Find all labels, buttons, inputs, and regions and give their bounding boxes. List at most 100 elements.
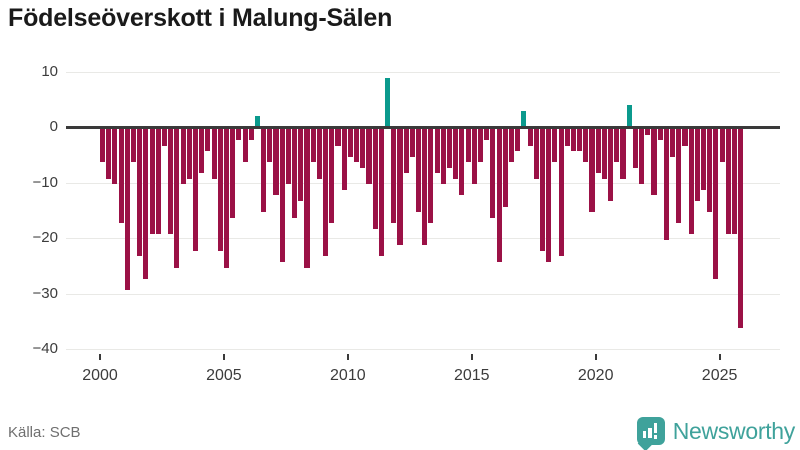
bar-2001-Q1 [124, 129, 130, 290]
bar-2007-Q1 [273, 129, 279, 196]
bar-2012-Q1 [397, 129, 403, 246]
bar-2012-Q3 [409, 129, 415, 157]
bar-2007-Q3 [285, 129, 291, 185]
bar-2010-Q2 [354, 129, 360, 163]
bar-2005-Q4 [242, 129, 248, 163]
plot-area [66, 72, 780, 350]
bar-2013-Q2 [428, 129, 434, 224]
bar-2023-Q1 [670, 129, 676, 157]
x-tick-2010 [346, 354, 349, 360]
bar-2019-Q1 [570, 129, 576, 152]
bar-2005-Q1 [223, 129, 229, 268]
bar-2021-Q3 [632, 129, 638, 168]
bar-2009-Q2 [329, 129, 335, 224]
bar-2001-Q4 [143, 129, 149, 279]
bar-2006-Q1 [248, 129, 254, 141]
y-tick-label: −10 [32, 173, 58, 191]
bar-2020-Q1 [595, 129, 601, 174]
bar-2002-Q1 [149, 129, 155, 235]
gridline-10 [66, 72, 780, 73]
bar-2004-Q1 [199, 129, 205, 174]
bar-2017-Q1 [521, 110, 527, 128]
bar-2008-Q3 [310, 129, 316, 163]
exclamation-stem [653, 423, 658, 433]
bar-2024-Q3 [707, 129, 713, 213]
bar-2016-Q3 [508, 129, 515, 163]
bar-2021-Q2 [626, 105, 632, 128]
bar-2011-Q1 [372, 129, 378, 229]
bar-2010-Q3 [360, 129, 366, 168]
bar-2021-Q4 [639, 129, 645, 185]
x-tick-label-2000: 2000 [82, 367, 118, 384]
bar-2016-Q1 [496, 129, 502, 262]
bar-2014-Q2 [453, 129, 459, 179]
bar-2003-Q1 [174, 129, 180, 268]
bar-2004-Q2 [205, 129, 211, 152]
x-tick-label-2015: 2015 [453, 367, 490, 384]
bar-2003-Q2 [180, 129, 186, 185]
bar-2010-Q1 [347, 129, 353, 157]
y-tick-label: −20 [32, 229, 58, 247]
y-tick-label: 0 [49, 118, 58, 136]
bar-2007-Q4 [292, 129, 298, 218]
bar-2011-Q3 [385, 77, 391, 128]
bar-2018-Q2 [552, 129, 558, 163]
bar-2025-Q4 [738, 129, 744, 329]
bar-2013-Q1 [422, 129, 428, 246]
bar-2002-Q4 [168, 129, 174, 235]
x-tick-2025 [718, 354, 721, 360]
y-tick-label: 10 [41, 63, 58, 80]
y-tick-label: −40 [32, 340, 58, 357]
bar-2019-Q2 [577, 129, 583, 152]
x-tick-2000 [99, 354, 101, 360]
bar-2008-Q2 [304, 129, 310, 268]
x-tick-2015 [470, 354, 473, 360]
bar-2009-Q3 [335, 129, 341, 146]
gridline--30 [66, 293, 780, 295]
bar-2022-Q3 [657, 129, 663, 141]
bar-2024-Q2 [701, 129, 707, 190]
bar-2020-Q3 [608, 129, 614, 202]
bar-2017-Q4 [539, 129, 545, 251]
bar-2024-Q4 [713, 129, 719, 279]
bar-2000-Q1 [100, 129, 106, 163]
bar-2017-Q3 [533, 129, 539, 179]
bar-2015-Q3 [484, 129, 490, 141]
newsworthy-pin-icon [636, 417, 665, 450]
bar-2025-Q3 [731, 129, 738, 235]
brand-name: Newsworthy [672, 417, 796, 444]
bar-2015-Q1 [471, 129, 477, 185]
bar-2014-Q3 [459, 129, 465, 196]
bar-2001-Q3 [137, 129, 143, 257]
bar-2011-Q2 [378, 129, 384, 257]
bar-2022-Q2 [651, 129, 657, 196]
mini-bar-1 [642, 431, 647, 438]
bar-2025-Q1 [719, 129, 725, 163]
exclamation-dot [653, 435, 658, 439]
bar-2006-Q2 [254, 116, 260, 128]
zero-axis-line [66, 126, 780, 130]
x-tick-label-2025: 2025 [701, 367, 738, 384]
bar-2000-Q3 [112, 129, 118, 185]
bar-2022-Q1 [645, 129, 651, 135]
bar-2014-Q4 [465, 129, 471, 163]
bar-2018-Q1 [546, 129, 552, 262]
bar-2024-Q1 [694, 129, 700, 202]
bar-2012-Q4 [415, 129, 422, 213]
y-tick-label: −30 [32, 284, 58, 302]
bar-2015-Q2 [477, 129, 484, 163]
bar-2008-Q1 [298, 129, 304, 202]
chart-title: Födelseöverskott i Malung-Sälen [8, 4, 393, 32]
bar-2009-Q1 [323, 129, 329, 257]
bar-2016-Q4 [515, 129, 521, 152]
bar-2008-Q4 [316, 129, 322, 179]
bar-2012-Q2 [403, 129, 409, 174]
bar-2004-Q3 [211, 129, 217, 179]
x-tick-label-2010: 2010 [330, 367, 366, 384]
bar-2000-Q2 [106, 129, 112, 179]
brand-logo: Newsworthy [636, 414, 796, 450]
bar-2023-Q3 [682, 129, 688, 146]
bar-2009-Q4 [341, 129, 347, 190]
bar-2020-Q2 [601, 129, 607, 179]
